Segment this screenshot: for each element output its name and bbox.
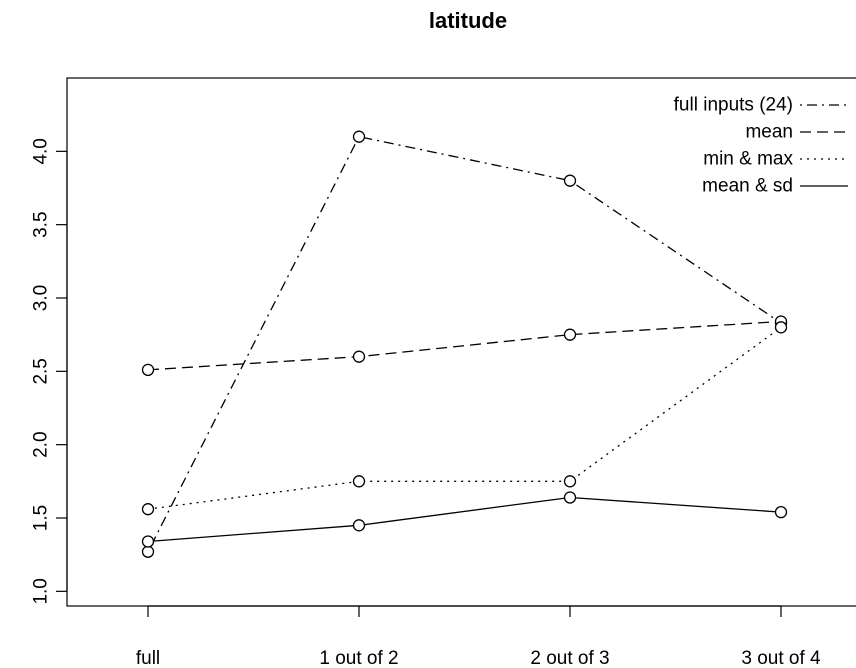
x-tick-label: 2 out of 3 [530,648,609,668]
y-tick-label: 3.0 [31,285,52,311]
chart-title: latitude [429,8,507,33]
data-point [563,491,577,504]
data-point [352,475,366,488]
legend: full inputs (24) mean min & max mean & sd [674,95,848,197]
data-point [352,519,366,532]
series-mean-sd [141,491,788,548]
data-point [141,363,155,377]
series-min-max [141,321,788,516]
legend-label: mean & sd [702,176,793,197]
data-point [563,475,577,488]
data-point [141,503,155,516]
x-tick-label: 3 out of 4 [741,648,821,668]
series-line [147,326,782,510]
series-layer [141,130,788,558]
data-point [352,350,366,363]
data-point [774,505,788,519]
y-tick-label: 1.0 [31,578,52,604]
legend-label: min & max [703,149,793,170]
series-mean [141,315,788,377]
y-tick-label: 2.0 [31,431,52,457]
data-point [563,174,577,187]
data-point [774,321,788,334]
series-line [147,320,782,371]
y-tick-label: 3.5 [31,211,52,237]
y-tick-label: 2.5 [31,358,52,384]
data-point [141,535,155,548]
data-point [352,130,366,143]
x-tick-label: full [136,648,160,668]
y-tick-label: 1.5 [31,505,52,531]
legend-label: mean [745,122,793,143]
y-tick-label: 4.0 [31,138,52,164]
series-line [147,496,782,543]
series-line [147,135,782,553]
data-point [141,545,155,558]
series-full-inputs-24 [141,130,788,558]
legend-label: full inputs (24) [674,95,793,116]
data-point [563,328,577,341]
y-axis: 1.0 1.5 2.0 2.5 3.0 3.5 4.0 [31,138,68,605]
x-axis: full 1 out of 2 2 out of 3 3 out of 4 [136,605,821,668]
x-tick-label: 1 out of 2 [319,648,398,668]
